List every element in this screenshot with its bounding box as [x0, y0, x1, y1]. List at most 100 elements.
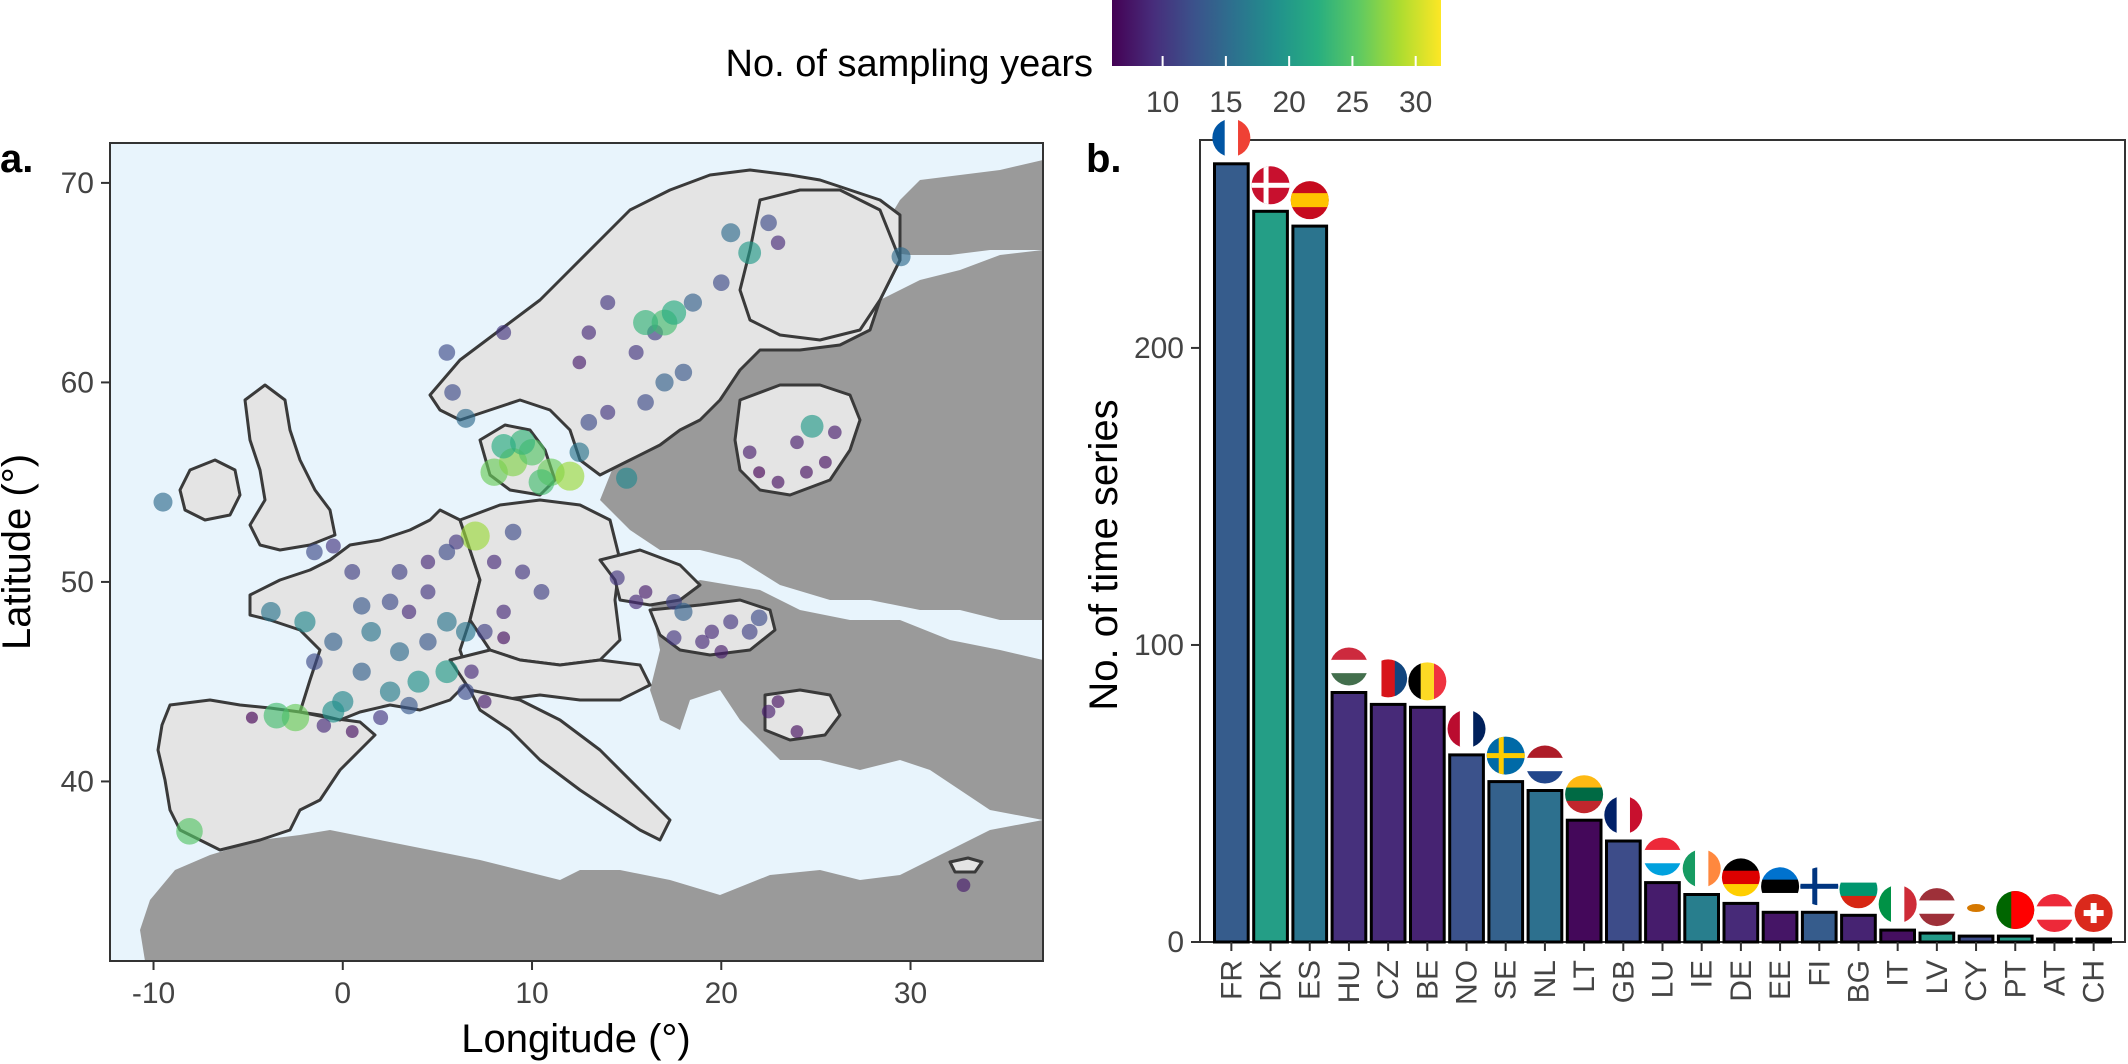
- sampling-site: [661, 300, 687, 325]
- sampling-site: [438, 543, 456, 561]
- bar-y-tick-label: 0: [1167, 926, 1184, 959]
- bar-y-axis: 0 100 200: [1134, 332, 1200, 959]
- bar-pt: [1996, 934, 2034, 944]
- colorbar: No. of sampling years 10 15 20 25 30: [726, 0, 1441, 119]
- sampling-site: [800, 414, 824, 438]
- sampling-site: [420, 584, 436, 600]
- panel-b-label: b.: [1086, 137, 1122, 181]
- bar-x-tick-label: FR: [1215, 960, 1248, 1000]
- panel-a: a.: [0, 137, 1044, 1061]
- sampling-site: [379, 681, 401, 702]
- sampling-site: [497, 631, 511, 645]
- sampling-site: [750, 609, 768, 627]
- flag-icon-no: [1447, 709, 1486, 748]
- flag-icon-lu: [1643, 837, 1682, 876]
- colorbar-ticks: 10 15 20 25 30: [1146, 56, 1432, 119]
- bar-x-tick-label: NO: [1451, 960, 1484, 1005]
- sampling-site: [438, 344, 456, 361]
- colorbar-tick-label: 20: [1272, 86, 1305, 119]
- sampling-site: [281, 703, 310, 732]
- sampling-site: [464, 664, 479, 679]
- flag-icon-fr: [1212, 118, 1251, 157]
- colorbar-tick-label: 15: [1209, 86, 1242, 119]
- bar-x-tick-label: CY: [1960, 960, 1993, 1002]
- finland: [738, 188, 902, 342]
- map-x-tick-label: 10: [515, 977, 548, 1010]
- sampling-site: [419, 633, 437, 651]
- bar-cz: [1369, 702, 1407, 944]
- sampling-site: [344, 564, 361, 580]
- flag-icon-es: [1290, 181, 1329, 220]
- bar-x-tick-label: GB: [1607, 960, 1640, 1003]
- sampling-site: [391, 564, 408, 580]
- bar-x-tick-label: BE: [1411, 960, 1444, 1000]
- sampling-site: [569, 442, 590, 463]
- sampling-site: [322, 700, 345, 723]
- sampling-site: [486, 554, 502, 570]
- sampling-site: [510, 429, 536, 455]
- germany: [458, 498, 622, 667]
- sampling-site: [580, 414, 598, 431]
- sampling-site: [444, 384, 461, 401]
- flag-icon-de: [1721, 858, 1760, 897]
- sampling-site: [373, 710, 389, 726]
- bar-it: [1879, 928, 1917, 944]
- bar-x-tick-label: LT: [1568, 960, 1601, 993]
- colorbar-tick-label: 10: [1146, 86, 1179, 119]
- sampling-site: [770, 235, 786, 250]
- sampling-site: [760, 214, 777, 232]
- sampling-site: [491, 434, 516, 459]
- sampling-site: [616, 467, 638, 489]
- sampling-site: [457, 683, 475, 700]
- bars: [1212, 118, 2113, 944]
- sampling-site: [721, 223, 741, 243]
- sampling-site: [476, 623, 493, 640]
- bar-y-tick-label: 100: [1134, 629, 1184, 662]
- bar-lu: [1644, 881, 1681, 944]
- sampling-site: [153, 492, 173, 512]
- sampling-site: [695, 634, 710, 649]
- sampling-site: [628, 344, 644, 360]
- flag-icon-ie: [1682, 849, 1721, 888]
- sampling-site: [345, 725, 359, 738]
- sampling-site: [435, 660, 459, 684]
- sampling-site: [704, 624, 720, 640]
- bar-gb: [1605, 839, 1642, 944]
- sampling-site: [352, 662, 371, 681]
- flag-icon-it: [1878, 885, 1917, 924]
- colorbar-title: No. of sampling years: [726, 43, 1094, 85]
- map-x-tick-label: 20: [705, 977, 738, 1010]
- map-x-tick-label: 0: [334, 977, 351, 1010]
- flag-icon-dk: [1251, 166, 1290, 205]
- sampling-site: [712, 274, 730, 291]
- sampling-site: [401, 604, 417, 620]
- bar-de: [1722, 901, 1760, 944]
- flag-icon-gb: [1604, 796, 1643, 835]
- flag-icon-at: [2035, 894, 2074, 933]
- italy: [468, 688, 672, 842]
- sampling-site: [533, 584, 550, 600]
- sampling-site: [325, 538, 341, 554]
- cyprus: [948, 856, 984, 874]
- flag-icon-ch: [2074, 894, 2113, 933]
- sampling-site: [800, 465, 813, 479]
- sampling-site: [714, 644, 729, 659]
- sampling-site: [263, 702, 290, 729]
- flag-icon-se: [1486, 736, 1525, 775]
- ireland: [178, 458, 242, 522]
- bar-x-tick-label: DE: [1725, 960, 1758, 1002]
- sampling-site: [828, 425, 842, 440]
- bar-fr: [1213, 162, 1250, 944]
- sampling-site: [655, 373, 674, 392]
- flag-icon-cz: [1369, 659, 1408, 698]
- bar-x-tick-label: NL: [1529, 960, 1562, 998]
- flag-icon-pt: [1996, 891, 2035, 930]
- sampling-site: [460, 521, 490, 551]
- sampling-site: [572, 355, 587, 370]
- bar-ch: [2075, 937, 2113, 944]
- sampling-site: [771, 695, 785, 709]
- bar-x-tick-label: BG: [1842, 960, 1875, 1003]
- bar-x-tick-label: HU: [1333, 960, 1366, 1003]
- flag-icon-be: [1408, 662, 1447, 701]
